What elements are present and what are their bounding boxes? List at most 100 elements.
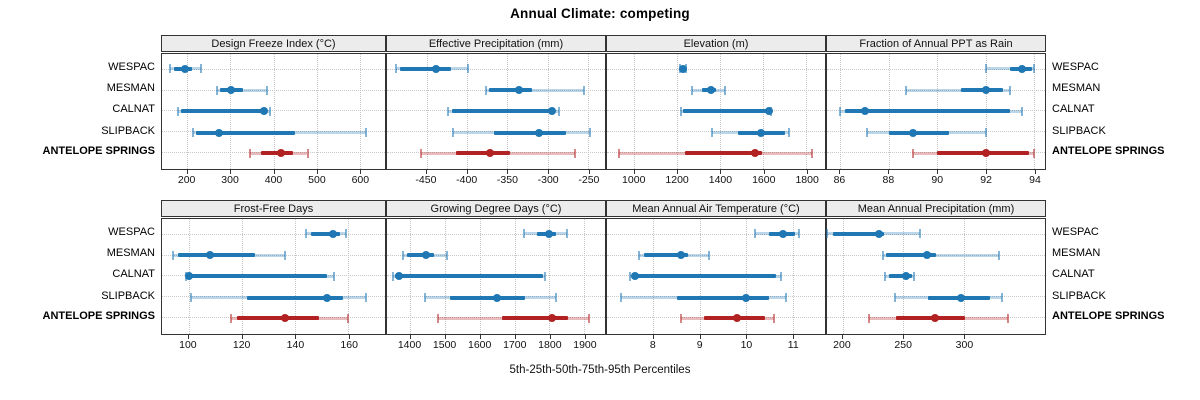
median-dot [742,293,751,302]
axis-tick [720,170,722,174]
percentile-bar-25-75 [493,130,567,135]
cap-95th [708,250,711,260]
gridline [273,54,275,169]
cap-95th [347,313,350,323]
cap-95th [446,250,449,260]
gridline [359,54,361,169]
cap-95th [364,128,367,137]
axis-tick-label: 86 [833,174,846,186]
cap-95th [557,106,560,116]
panel-strip-label: Mean Annual Air Temperature (°C) [632,203,800,215]
axis-tick-label: 9 [696,339,703,351]
percentile-bar-25-75 [456,151,510,156]
cap-95th [798,229,801,239]
gridline [806,54,808,169]
median-dot [764,107,773,116]
site-label-right: SLIPBACK [1052,289,1106,302]
median-dot [707,86,716,95]
cap-95th [1008,85,1011,95]
axis-tick [549,335,551,339]
percentile-bar-25-75 [684,151,763,156]
axis-tick-label: 1200 [665,174,689,186]
site-label-right: ANTELOPE SPRINGS [1052,145,1165,158]
median-dot [630,272,639,281]
median-dot [328,229,337,238]
median-dot [544,229,553,238]
axis-tick-label: 100 [179,339,197,351]
axis-tick-label: 500 [308,174,326,186]
cap-5th [248,148,251,158]
cap-5th [865,128,868,137]
percentile-bar-25-75 [260,151,293,156]
cap-5th [884,271,887,281]
cap-5th [191,128,194,137]
axis-tick-label: 1800 [538,339,562,351]
site-label-left: MESMAN [106,82,155,95]
axis-tick [807,170,809,174]
axis-tick [986,170,988,174]
panel-strip: Mean Annual Precipitation (mm) [826,200,1046,217]
cap-95th [332,271,335,281]
axis-tick-label: 120 [232,339,251,351]
axis-tick [360,170,362,174]
gridline [549,219,551,334]
cap-95th [543,271,546,281]
axis-tick-label: 1500 [432,339,457,351]
median-dot [395,272,404,281]
median-dot [547,107,556,116]
panel-strip-label: Elevation (m) [683,38,749,50]
axis-tick-label: 200 [833,339,851,351]
median-dot [421,251,430,260]
axis-tick [677,170,679,174]
axis-tick-label: 1700 [503,339,527,351]
median-dot [280,314,289,323]
axis-tick [652,335,654,339]
site-label-left: WESPAC [108,60,155,73]
median-dot [492,293,501,302]
axis-tick-label: 160 [340,339,358,351]
cap-5th [169,64,172,74]
cap-5th [617,148,620,158]
median-dot [515,86,524,95]
cap-95th [1033,64,1036,74]
median-dot [677,251,686,260]
axis-caption: 5th-25th-50th-75th-95th Percentiles [509,364,691,376]
axis-tick [444,335,446,339]
cap-95th [364,293,367,302]
cap-5th [619,293,622,302]
site-label-right: WESPAC [1052,225,1099,238]
axis-tick-label: 1400 [708,174,733,186]
median-dot [534,128,543,137]
cap-5th [754,229,757,239]
percentile-bar-25-75 [450,295,526,300]
axis-tick-label: 600 [351,174,370,186]
gridline [634,54,636,169]
axis-tick [514,335,516,339]
median-dot [227,86,236,95]
axis-tick [1035,170,1036,174]
median-dot [260,107,269,116]
cap-5th [904,85,907,95]
cap-5th [401,250,404,260]
cap-5th [893,293,896,302]
row-leader-line [162,68,385,70]
axis-tick-label: -450 [415,174,437,186]
cap-95th [724,85,727,95]
cap-5th [680,313,683,323]
cap-95th [283,250,286,260]
site-label-left: WESPAC [108,225,155,238]
row-leader-line [162,233,385,235]
cap-95th [779,271,782,281]
axis-tick [793,335,795,339]
axis-tick [763,170,765,174]
axis-tick [273,170,275,174]
percentile-bar-25-75 [644,253,689,258]
axis-tick [964,335,966,339]
axis-tick [633,170,635,174]
median-dot [875,229,884,238]
panel-strip: Elevation (m) [606,35,826,52]
panel-body [386,218,606,335]
row-leader-line [607,68,825,70]
axis-tick-label: 1600 [467,339,492,351]
site-label-left: ANTELOPE SPRINGS [42,145,155,158]
